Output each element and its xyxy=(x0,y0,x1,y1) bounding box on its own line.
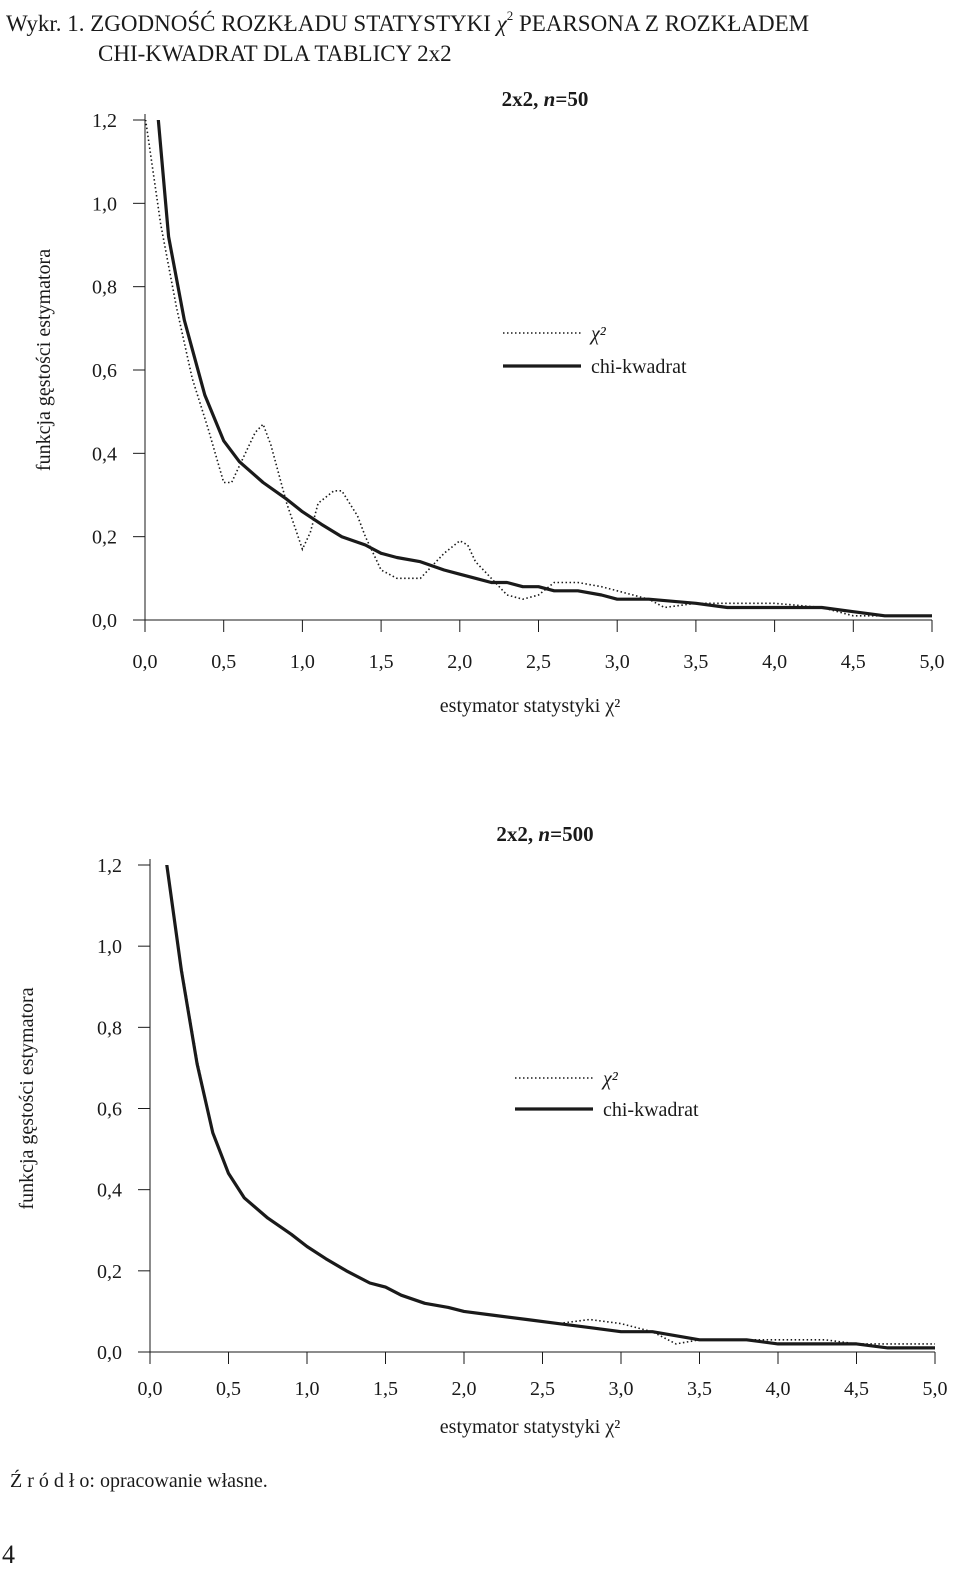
source-note: Ź r ó d ł o: opracowanie własne. xyxy=(10,1470,268,1492)
y-tick-label: 0,8 xyxy=(92,277,117,299)
y-tick-label: 0,6 xyxy=(97,1099,122,1121)
y-tick-label: 0,8 xyxy=(97,1017,122,1039)
x-axis-label: estymator statystyki χ² xyxy=(440,695,620,717)
x-tick-label: 4,5 xyxy=(841,651,866,673)
y-tick-label: 1,2 xyxy=(97,855,122,877)
x-tick-label: 3,0 xyxy=(609,1378,634,1400)
x-tick-label: 4,0 xyxy=(762,651,787,673)
series-chi-kwadrat-line xyxy=(156,120,932,618)
y-tick-label: 1,0 xyxy=(92,193,117,215)
x-tick-label: 0,5 xyxy=(211,651,236,673)
y-tick-label: 1,0 xyxy=(97,936,122,958)
x-tick-label: 1,0 xyxy=(295,1378,320,1400)
x-tick-label: 4,0 xyxy=(766,1378,791,1400)
legend-label-chi2: χ² xyxy=(601,1068,619,1090)
y-tick-label: 0,2 xyxy=(92,527,117,549)
y-axis-label: funkcja gęstości estymatora xyxy=(16,987,38,1209)
y-tick-label: 0,6 xyxy=(92,360,117,382)
x-tick-label: 2,5 xyxy=(530,1378,555,1400)
x-tick-label: 5,0 xyxy=(920,651,945,673)
legend: χ² chi-kwadrat xyxy=(515,1068,699,1121)
y-tick-label: 0,0 xyxy=(97,1342,122,1364)
y-tick-label: 0,4 xyxy=(92,443,117,465)
y-axis-label: funkcja gęstości estymatora xyxy=(33,249,55,471)
x-tick-label: 1,5 xyxy=(373,1378,398,1400)
y-tick-label: 0,4 xyxy=(97,1180,122,1202)
chart-n500: 2x2, n=500 0,0 0,2 0,4 0,6 0,8 1,0 1,2 0,0 0,5 1,0… xyxy=(16,822,948,1438)
x-tick-label: 3,0 xyxy=(605,651,630,673)
x-tick-label: 3,5 xyxy=(687,1378,712,1400)
y-tick-label: 0,0 xyxy=(92,610,117,632)
page-number: 4 xyxy=(2,1540,15,1569)
legend-label-chi-kwadrat: chi-kwadrat xyxy=(603,1099,699,1121)
x-tick-label: 3,5 xyxy=(683,651,708,673)
legend-label-chi-kwadrat: chi-kwadrat xyxy=(591,356,687,378)
series-chi-kwadrat-line xyxy=(165,865,935,1350)
x-tick-label: 0,0 xyxy=(138,1378,163,1400)
x-tick-label: 2,0 xyxy=(452,1378,477,1400)
x-tick-label: 1,5 xyxy=(369,651,394,673)
series-chi2-line xyxy=(166,865,935,1345)
chart-title: 2x2, n=50 xyxy=(502,87,589,111)
chart-n50: 2x2, n=50 0,0 0,2 0,4 0,6 0,8 1,0 1,2 0,0 0,5 1,0 1… xyxy=(33,87,945,717)
x-tick-label: 2,0 xyxy=(447,651,472,673)
series-chi2-line xyxy=(144,120,932,617)
legend: χ² chi-kwadrat xyxy=(503,323,687,378)
figure-title: Wykr. 1. ZGODNOŚĆ ROZKŁADU STATYSTYKI χ2… xyxy=(6,3,946,69)
x-tick-label: 0,0 xyxy=(133,651,158,673)
x-tick-label: 1,0 xyxy=(290,651,315,673)
y-tick-label: 1,2 xyxy=(92,110,117,132)
y-tick-label: 0,2 xyxy=(97,1261,122,1283)
x-axis-label: estymator statystyki χ² xyxy=(440,1416,620,1438)
x-tick-label: 2,5 xyxy=(526,651,551,673)
plot-area xyxy=(144,120,932,618)
plot-area xyxy=(165,865,935,1350)
figure-title-line2: CHI-KWADRAT DLA TABLICY 2x2 xyxy=(98,40,452,66)
legend-label-chi2: χ² xyxy=(589,323,607,345)
x-tick-label: 4,5 xyxy=(844,1378,869,1400)
x-tick-label: 5,0 xyxy=(923,1378,948,1400)
chart-title: 2x2, n=500 xyxy=(496,822,593,846)
figure-title-line1: Wykr. 1. ZGODNOŚĆ ROZKŁADU STATYSTYKI χ2… xyxy=(6,8,810,36)
x-tick-label: 0,5 xyxy=(216,1378,241,1400)
